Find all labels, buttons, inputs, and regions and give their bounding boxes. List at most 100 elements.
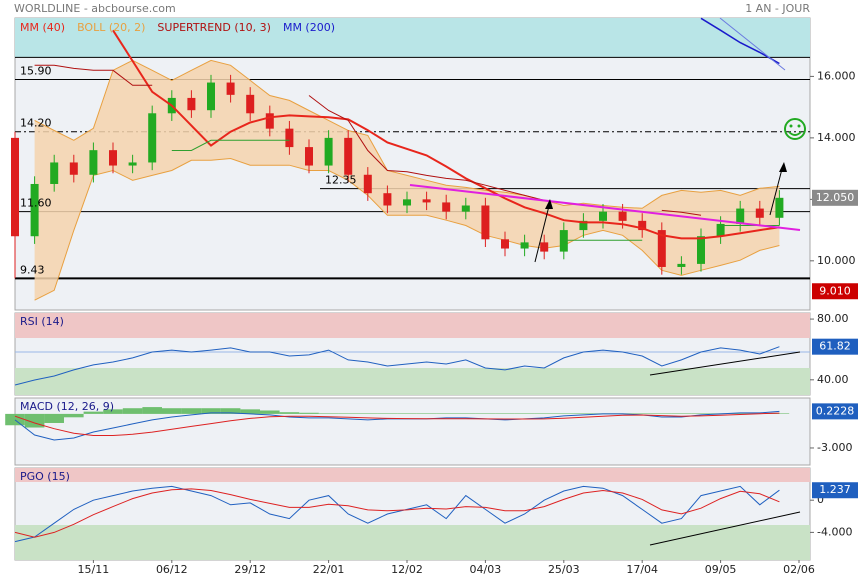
last-value-box [812, 338, 858, 355]
arrow [769, 168, 783, 216]
y-tick-label: 16.000 [817, 69, 856, 82]
candle-body [305, 147, 313, 166]
candle-body [344, 137, 353, 175]
candle-body [599, 211, 607, 221]
histogram-bar [338, 413, 358, 414]
arrow-head [779, 162, 787, 172]
histogram-bar [769, 413, 790, 414]
rsi-oversold-zone [15, 368, 810, 395]
marker-label: 9.010 [819, 284, 851, 297]
drawings [409, 17, 806, 546]
indicator-line [14, 485, 780, 543]
marker-box [812, 283, 858, 300]
trend-line [409, 184, 801, 231]
candle-body [207, 82, 215, 111]
candle-body [69, 162, 78, 175]
band-lower [34, 157, 780, 301]
y-tick-label: -4.000 [817, 525, 852, 538]
x-tick-label: 04/03 [470, 563, 502, 576]
histogram-bar [181, 408, 202, 414]
x-tick-label: 17/04 [626, 563, 658, 576]
candle-body [540, 242, 549, 252]
labels: WORLDLINE - abcbourse.com 1 AN - JOUR 10.0… [14, 2, 858, 576]
histogram-bar [240, 409, 260, 414]
candle-body [246, 94, 255, 114]
indicator-line [14, 346, 780, 386]
histogram-bar [652, 413, 672, 414]
arrow-head [545, 199, 553, 209]
y-tick-label: 0 [817, 493, 824, 506]
last-value-label: 0.2228 [816, 404, 855, 417]
candle-body [89, 150, 98, 175]
histogram-bar [514, 413, 535, 414]
histogram-bar [64, 413, 84, 418]
candle-body [461, 205, 470, 212]
x-tick-label: 15/11 [78, 563, 110, 576]
candle-body [285, 128, 294, 148]
candle-body [755, 208, 764, 218]
candle-body [501, 239, 509, 249]
background [14, 17, 811, 561]
level-label: 14.20 [20, 117, 52, 130]
panel-title: PGO (15) [20, 470, 70, 483]
histogram-bar [416, 413, 437, 414]
candle-body [148, 113, 157, 163]
candle-body [775, 197, 784, 218]
y-tick-label: 80.00 [817, 312, 849, 325]
histogram-bar [671, 413, 692, 414]
candle-body [442, 202, 451, 212]
x-tick-label: 12/02 [391, 563, 423, 576]
rsi-overbought-zone [15, 313, 810, 338]
candle-body [363, 174, 372, 194]
histogram-bar [397, 413, 417, 414]
level-label: 11.60 [20, 197, 52, 210]
pgo-lower-zone [15, 525, 810, 560]
y-tick-label: 40.00 [817, 373, 849, 386]
candle-body [657, 230, 666, 267]
histogram-bar [691, 413, 711, 414]
histogram-bar [279, 412, 300, 414]
candle-body [50, 162, 59, 184]
x-tick-label: 02/06 [783, 563, 815, 576]
smiley [784, 118, 806, 140]
level-label: 12.35 [325, 174, 357, 187]
y-tick-label: 14.000 [817, 131, 856, 144]
legend-entry: SUPERTREND (10, 3) [157, 21, 271, 34]
last-value-label: 61.82 [819, 340, 851, 353]
histogram-bar [260, 410, 280, 414]
legend-entry: MM (40) [20, 21, 65, 34]
last-value-label: 1.237 [819, 483, 851, 496]
indicator-line [14, 412, 780, 436]
candle-body [265, 113, 274, 129]
indicator-line [14, 488, 780, 538]
candle-body [109, 150, 117, 166]
histogram-bar [201, 408, 221, 414]
arrow [534, 205, 550, 263]
x-tick-label: 29/12 [234, 563, 266, 576]
histogram-bar [730, 413, 750, 414]
last-value-box [812, 403, 858, 420]
candle-body [187, 97, 196, 111]
channel-line [719, 17, 786, 71]
histogram-bar [554, 413, 574, 414]
candle-body [383, 193, 392, 206]
indicator-line [34, 64, 702, 216]
histogram-bar [162, 408, 182, 414]
last-value-box [812, 482, 858, 499]
candle-body [30, 183, 39, 237]
x-tick-label: 09/05 [705, 563, 737, 576]
candle-body [226, 82, 235, 95]
histogram-bar [220, 408, 241, 414]
histogram-bar [122, 408, 143, 414]
candle-body [579, 220, 588, 231]
histogram-bar [103, 409, 123, 414]
x-tick-label: 22/01 [313, 563, 345, 576]
band-upper [34, 59, 780, 209]
candle-body [716, 223, 725, 237]
band-fill [34, 60, 780, 301]
chart-title: WORLDLINE - abcbourse.com [14, 2, 176, 15]
chart-subtitle: 1 AN - JOUR [745, 2, 810, 15]
histogram-bar [83, 411, 104, 414]
